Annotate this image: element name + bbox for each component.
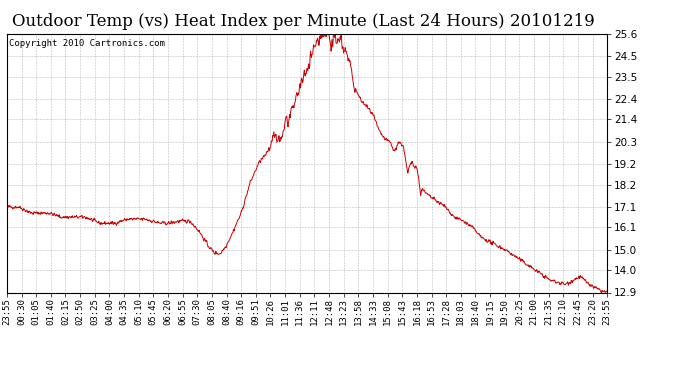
Text: Outdoor Temp (vs) Heat Index per Minute (Last 24 Hours) 20101219: Outdoor Temp (vs) Heat Index per Minute … [12,13,595,30]
Text: Copyright 2010 Cartronics.com: Copyright 2010 Cartronics.com [9,39,165,48]
